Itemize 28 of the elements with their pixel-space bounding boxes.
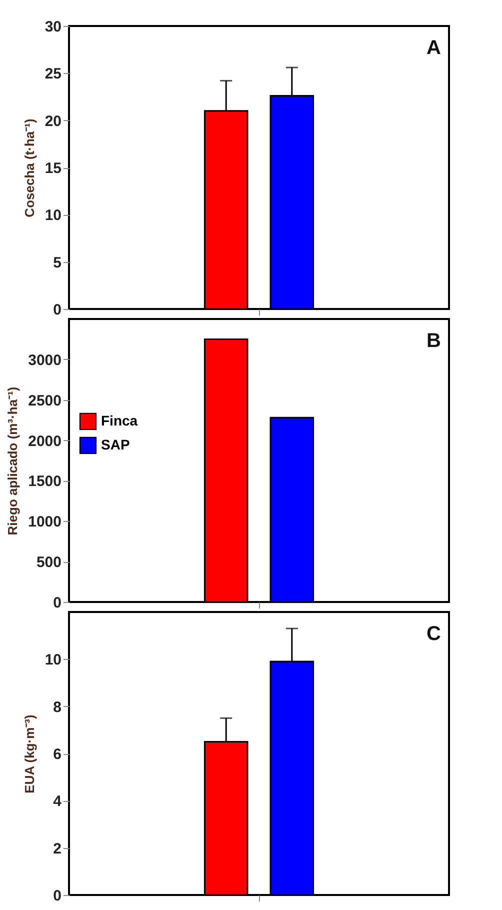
legend-label: SAP (101, 436, 130, 452)
y-tick-label: 0 (53, 302, 62, 318)
y-tick-label: 5 (53, 254, 62, 272)
y-tick-label: 2500 (28, 392, 62, 410)
y-tick-label: 4 (53, 793, 62, 810)
y-axis-title: EUA (kg·m⁻³) (22, 714, 37, 794)
y-tick-label: 15 (44, 160, 62, 177)
y-tick-label: 25 (44, 66, 62, 83)
y-tick-label: 0 (53, 594, 62, 612)
y-tick-label: 2000 (28, 432, 62, 450)
y-tick-label: 0 (53, 888, 62, 904)
text: C (426, 623, 441, 645)
y-tick-label: 3000 (28, 352, 62, 369)
y-axis-title: Riego aplicado (m³·ha⁻¹) (5, 386, 20, 536)
y-tick-label: 6 (53, 746, 62, 763)
y-tick-label: 1500 (28, 473, 62, 490)
y-tick-label: 2 (53, 840, 62, 858)
y-tick-label: 8 (53, 698, 62, 716)
y-tick-label: 500 (36, 554, 62, 572)
y-tick-label: 20 (44, 112, 62, 130)
y-axis-title: Cosecha (t·ha⁻¹) (22, 118, 37, 218)
text: B (426, 330, 441, 352)
y-tick-label: 10 (44, 652, 62, 669)
y-tick-label: 1000 (28, 514, 62, 531)
legend-label: Finca (101, 412, 138, 428)
text: A (426, 37, 441, 59)
y-tick-label: 30 (44, 18, 62, 36)
y-tick-label: 10 (44, 207, 62, 224)
